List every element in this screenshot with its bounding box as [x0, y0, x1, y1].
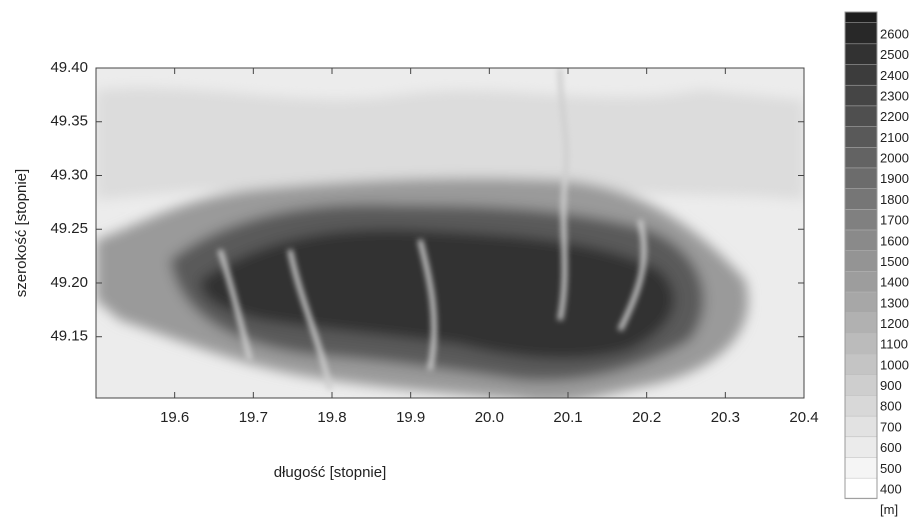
y-tick-label: 49.20: [50, 274, 88, 291]
colorbar-label: 1500: [880, 254, 909, 269]
colorbar-box: [844, 332, 878, 355]
colorbar-box: [844, 229, 878, 251]
colorbar-box: [844, 249, 878, 272]
colorbar-label: 1800: [880, 192, 909, 207]
colorbar-label: 2100: [880, 130, 909, 145]
terrain: [96, 68, 804, 398]
y-tick-label: 49.30: [50, 166, 88, 183]
colorbar-label: 1000: [880, 357, 909, 372]
x-tick-label: 19.6: [160, 409, 189, 426]
x-tick-label: 19.9: [396, 409, 425, 426]
colorbar-label: 500: [880, 461, 902, 476]
colorbar-label: 2500: [880, 47, 909, 62]
colorbar-box: [844, 353, 878, 375]
colorbar-label: 700: [880, 419, 902, 434]
colorbar-unit: [m]: [880, 502, 898, 517]
colorbar-box: [844, 394, 878, 417]
x-tick-label: 20.4: [789, 409, 818, 426]
colorbar-label: 600: [880, 440, 902, 455]
plot-frame: [95, 67, 805, 399]
colorbar-frame: [844, 11, 878, 499]
colorbar-box: [844, 311, 878, 334]
x-tick-label: 19.7: [239, 409, 268, 426]
colorbar: 400 500 600 700 800 900 1000 1100 1200 1300 1400 15…: [844, 11, 909, 517]
y-tick-label: 49.25: [50, 220, 88, 237]
colorbar-label: 1100: [880, 337, 908, 352]
colorbar-box: [844, 456, 878, 479]
x-tick-label: 20.2: [632, 409, 661, 426]
colorbar-box: [844, 270, 878, 293]
colorbar-box: [844, 84, 878, 107]
colorbar-label: 1600: [880, 233, 909, 248]
colorbar-box: [844, 167, 878, 189]
x-tick-label: 19.8: [317, 409, 346, 426]
x-tick-label: 20.3: [711, 409, 740, 426]
colorbar-box: [844, 146, 878, 169]
colorbar-box: [844, 415, 878, 438]
colorbar-label: 2400: [880, 68, 909, 83]
x-tick-label: 20.1: [553, 409, 582, 426]
colorbar-label: 900: [880, 378, 902, 393]
colorbar-box: [844, 63, 878, 86]
colorbar-label: 2600: [880, 26, 909, 41]
colorbar-box: [844, 187, 878, 210]
y-tick-label: 49.40: [50, 59, 88, 76]
colorbar-box: [844, 291, 878, 313]
colorbar-label: 1300: [880, 295, 909, 310]
colorbar-label: 2200: [880, 109, 909, 124]
colorbar-box: [844, 436, 878, 458]
x-axis-label: długość [stopnie]: [274, 464, 387, 481]
colorbar-box: [844, 125, 878, 148]
colorbar-cap: [845, 12, 877, 24]
colorbar-box: [844, 374, 878, 396]
colorbar-label: 2000: [880, 151, 909, 166]
colorbar-box: [844, 43, 878, 65]
x-tick-label: 20.0: [475, 409, 504, 426]
colorbar-label: 2300: [880, 88, 909, 103]
colorbar-box: [844, 22, 878, 45]
colorbar-box: [844, 208, 878, 231]
y-axis-label: szerokość [stopnie]: [13, 169, 30, 297]
colorbar-label: 1200: [880, 316, 909, 331]
colorbar-label: 1400: [880, 275, 909, 290]
y-tick-label: 49.15: [50, 328, 88, 345]
colorbar-label: 800: [880, 399, 902, 414]
colorbar-label: 1700: [880, 213, 909, 228]
y-tick-label: 49.35: [50, 113, 88, 130]
colorbar-label: 400: [880, 481, 902, 496]
colorbar-box: [844, 477, 878, 500]
colorbar-box: [844, 105, 878, 127]
colorbar-label: 1900: [880, 171, 909, 186]
